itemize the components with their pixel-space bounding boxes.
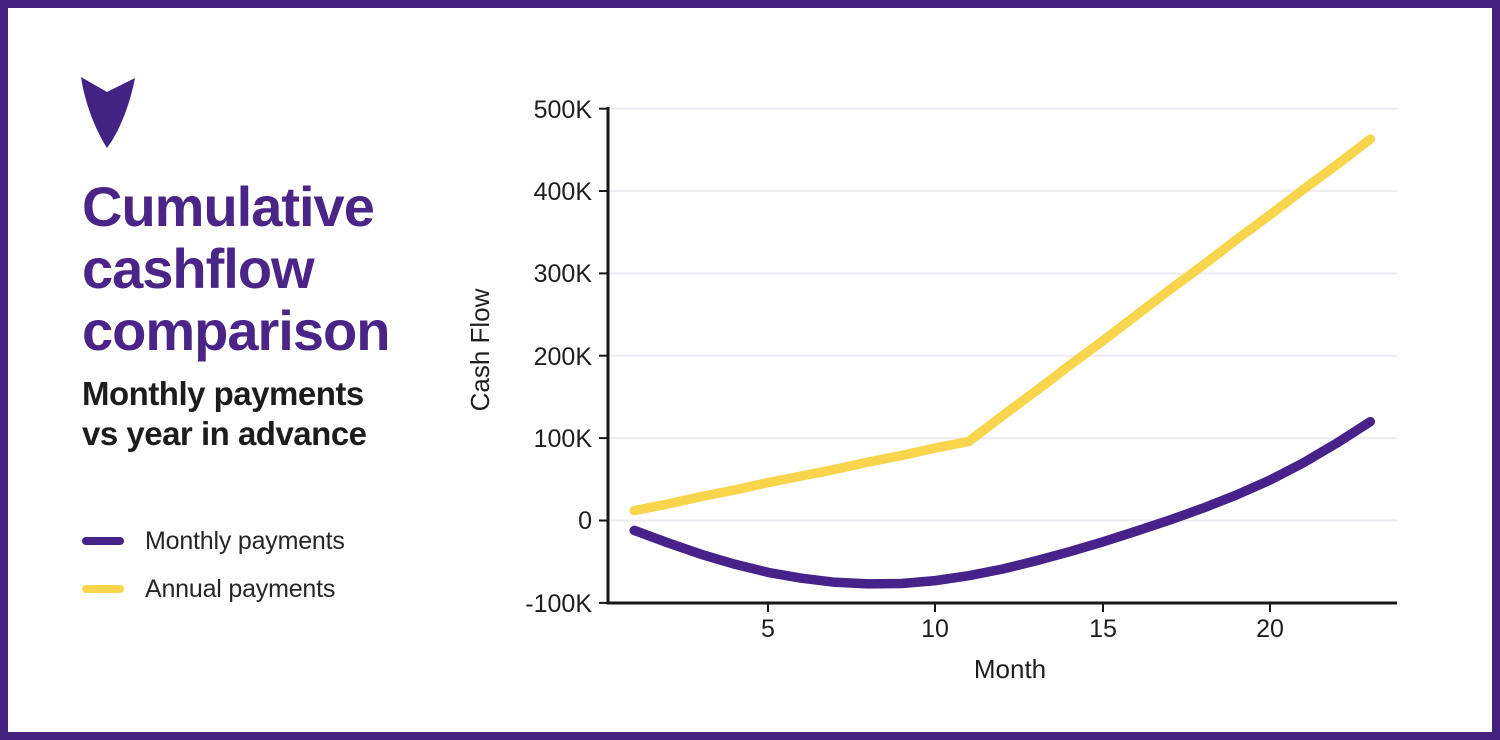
y-tick-500k: 500K xyxy=(534,96,593,124)
x-axis-title: Month xyxy=(974,654,1046,684)
y-axis-ticks xyxy=(599,107,607,604)
page-title-line3: comparison xyxy=(82,299,390,362)
y-tick-0: 0 xyxy=(578,507,592,535)
page-subtitle: Monthly payments vs year in advance xyxy=(82,374,442,454)
legend-swatch-annual-payments-icon xyxy=(82,585,124,593)
page-title-line1: Cumulative xyxy=(82,175,375,238)
y-tick-100k: 100K xyxy=(534,425,593,453)
y-tick-200k: 200K xyxy=(534,343,593,371)
x-tick-10: 10 xyxy=(921,615,949,643)
page-subtitle-line1: Monthly payments xyxy=(82,375,364,412)
annual-payments-line xyxy=(629,134,1376,516)
y-axis-labels: 500K 400K 300K 200K 100K 0 -100K xyxy=(525,96,592,618)
y-tick-400k: 400K xyxy=(534,178,593,206)
page-subtitle-line2: vs year in advance xyxy=(82,415,367,452)
gridlines xyxy=(609,107,1397,522)
y-tick-neg100k: -100K xyxy=(525,590,592,618)
x-tick-5: 5 xyxy=(761,615,775,643)
x-tick-15: 15 xyxy=(1089,615,1117,643)
legend-label-monthly-payments: Monthly payments xyxy=(145,526,345,555)
y-tick-300k: 300K xyxy=(534,260,593,288)
down-arrow-icon xyxy=(81,77,135,148)
legend-item-annual-payments: Annual payments xyxy=(82,575,345,603)
chart-legend: Monthly payments Annual payments xyxy=(82,527,345,603)
page-title: Cumulative cashflow comparison xyxy=(82,176,442,362)
legend-item-monthly-payments: Monthly payments xyxy=(82,527,345,555)
x-axis-ticks xyxy=(767,604,1271,612)
y-axis-title: Cash Flow xyxy=(465,288,495,411)
monthly-payments-line xyxy=(629,416,1376,589)
x-axis-labels: 5 10 15 20 xyxy=(761,615,1284,643)
legend-swatch-monthly-payments-icon xyxy=(82,537,124,545)
legend-label-annual-payments: Annual payments xyxy=(145,574,336,603)
page-title-line2: cashflow xyxy=(82,237,315,300)
x-tick-20: 20 xyxy=(1256,615,1284,643)
